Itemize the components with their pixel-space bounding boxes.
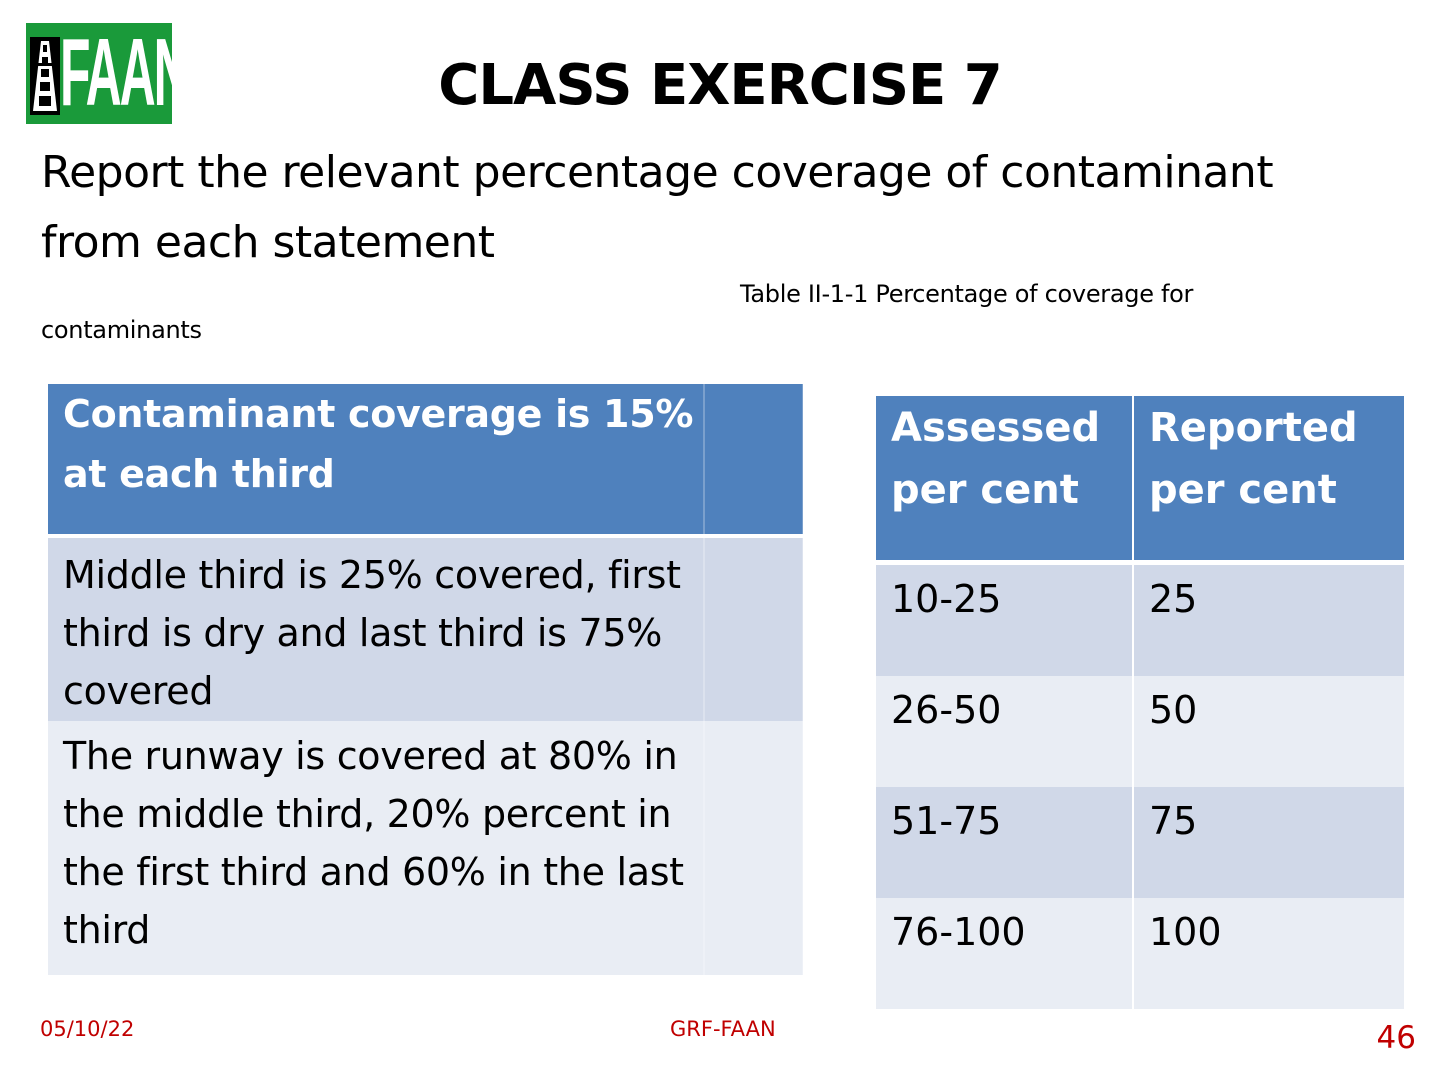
- coverage-header-row: Assessed per cent Reported per cent: [876, 396, 1404, 565]
- assessed-cell: 51-75: [876, 787, 1134, 898]
- answer-cell: [703, 536, 805, 721]
- reported-header: Reported per cent: [1133, 396, 1404, 565]
- statements-header-text: Contaminant coverage is 15% at each thir…: [63, 392, 694, 496]
- slide-title: CLASS EXERCISE 7: [438, 53, 1003, 118]
- answer-cell: [703, 721, 805, 975]
- statements-header-empty-cell: [703, 384, 805, 538]
- assessed-cell: 26-50: [876, 676, 1134, 787]
- caption-line-2: contaminants: [41, 316, 202, 344]
- assessed-cell: 76-100: [876, 898, 1134, 1009]
- reported-cell: 50: [1133, 676, 1404, 787]
- statement-cell: The runway is covered at 80% in the midd…: [48, 721, 705, 975]
- table-row: 76-100 100: [876, 898, 1404, 1009]
- statement-text: Middle third is 25% covered, first third…: [63, 553, 681, 713]
- logo-text: FAAN: [60, 23, 172, 124]
- table-row: 26-50 50: [876, 676, 1404, 787]
- assessed-header: Assessed per cent: [876, 396, 1134, 565]
- reported-cell: 25: [1133, 562, 1404, 676]
- reported-cell: 100: [1133, 898, 1404, 1009]
- reported-cell: 75: [1133, 787, 1404, 898]
- statements-table: Contaminant coverage is 15% at each thir…: [48, 384, 805, 975]
- page-number: 46: [1376, 1020, 1416, 1056]
- table-row: The runway is covered at 80% in the midd…: [48, 721, 805, 975]
- caption-line-1: Table II-1-1 Percentage of coverage for: [740, 280, 1194, 308]
- faan-logo: FAAN: [26, 23, 172, 124]
- table-row: 51-75 75: [876, 787, 1404, 898]
- assessed-cell: 10-25: [876, 562, 1134, 676]
- table-row: Middle third is 25% covered, first third…: [48, 536, 805, 721]
- table-row: 10-25 25: [876, 562, 1404, 676]
- footer-label: GRF-FAAN: [670, 1017, 776, 1041]
- footer-date: 05/10/22: [40, 1017, 135, 1041]
- table-caption: Table II-1-1 Percentage of coverage for c…: [41, 276, 1341, 348]
- statement-cell: Middle third is 25% covered, first third…: [48, 536, 705, 721]
- statements-header-row: Contaminant coverage is 15% at each thir…: [48, 384, 805, 538]
- statements-header-cell: Contaminant coverage is 15% at each thir…: [48, 384, 705, 538]
- slide-subtitle: Report the relevant percentage coverage …: [41, 147, 1274, 268]
- runway-icon: [30, 37, 60, 115]
- coverage-table: Assessed per cent Reported per cent 10-2…: [876, 396, 1404, 1009]
- statement-text: The runway is covered at 80% in the midd…: [63, 734, 684, 952]
